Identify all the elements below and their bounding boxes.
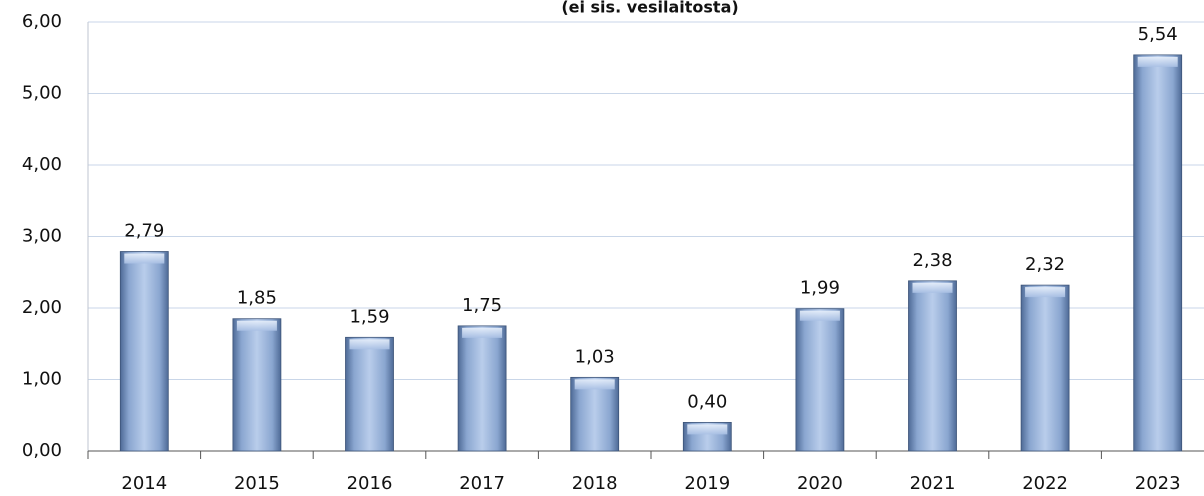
y-tick-label: 1,00 [22, 369, 62, 390]
bar [119, 251, 169, 452]
bar-group [119, 251, 169, 452]
data-label: 1,75 [462, 295, 502, 316]
data-label: 2,38 [912, 250, 952, 271]
data-label: 2,79 [124, 221, 164, 242]
bar-cap [349, 339, 390, 350]
bar-cap [1137, 56, 1178, 67]
x-tick-label: 2015 [234, 473, 280, 494]
x-tick-label: 2019 [684, 473, 730, 494]
x-tick-label: 2016 [347, 473, 393, 494]
bar-cap [574, 379, 615, 390]
x-tick-label: 2014 [121, 473, 167, 494]
data-label: 0,40 [687, 391, 727, 412]
bar [457, 325, 507, 452]
y-tick-label: 2,00 [22, 297, 62, 318]
bar [232, 318, 282, 452]
bar-cap [1025, 287, 1066, 298]
x-tick-label: 2020 [797, 473, 843, 494]
bar-cap [687, 424, 728, 435]
bar [345, 336, 394, 452]
bar-cap [912, 282, 953, 293]
x-tick-label: 2017 [459, 473, 505, 494]
y-tick-label: 3,00 [22, 226, 62, 247]
bar-group [570, 376, 620, 452]
x-tick-label: 2021 [910, 473, 956, 494]
data-label: 1,59 [349, 306, 389, 327]
bar [908, 280, 957, 452]
bar-group [682, 421, 732, 452]
bar-group [1020, 284, 1070, 452]
data-label: 1,85 [237, 288, 277, 309]
bar-cap [462, 327, 503, 338]
x-tick-label: 2022 [1022, 473, 1068, 494]
data-label: 5,54 [1138, 24, 1178, 45]
y-tick-label: 6,00 [22, 11, 62, 32]
y-tick-label: 5,00 [22, 83, 62, 104]
y-tick-label: 0,00 [22, 440, 62, 461]
bar [1133, 54, 1183, 452]
bar-cap [124, 253, 165, 264]
bar-group [1133, 54, 1183, 452]
bar-cap [799, 310, 840, 321]
bar [570, 376, 620, 452]
bar-group [232, 318, 282, 452]
data-label: 1,03 [575, 346, 615, 367]
bar [1020, 284, 1070, 452]
data-label: 1,99 [800, 278, 840, 299]
bar-cap [236, 320, 277, 331]
x-tick-label: 2023 [1135, 473, 1181, 494]
bar-group [908, 280, 957, 452]
chart-title: (ei sis. vesilaitosta) [561, 0, 738, 17]
bar-group [457, 325, 507, 452]
bar-group [345, 336, 394, 452]
y-tick-label: 4,00 [22, 154, 62, 175]
x-tick-label: 2018 [572, 473, 618, 494]
data-label: 2,32 [1025, 254, 1065, 275]
bar-group [795, 308, 845, 452]
bar [795, 308, 845, 452]
